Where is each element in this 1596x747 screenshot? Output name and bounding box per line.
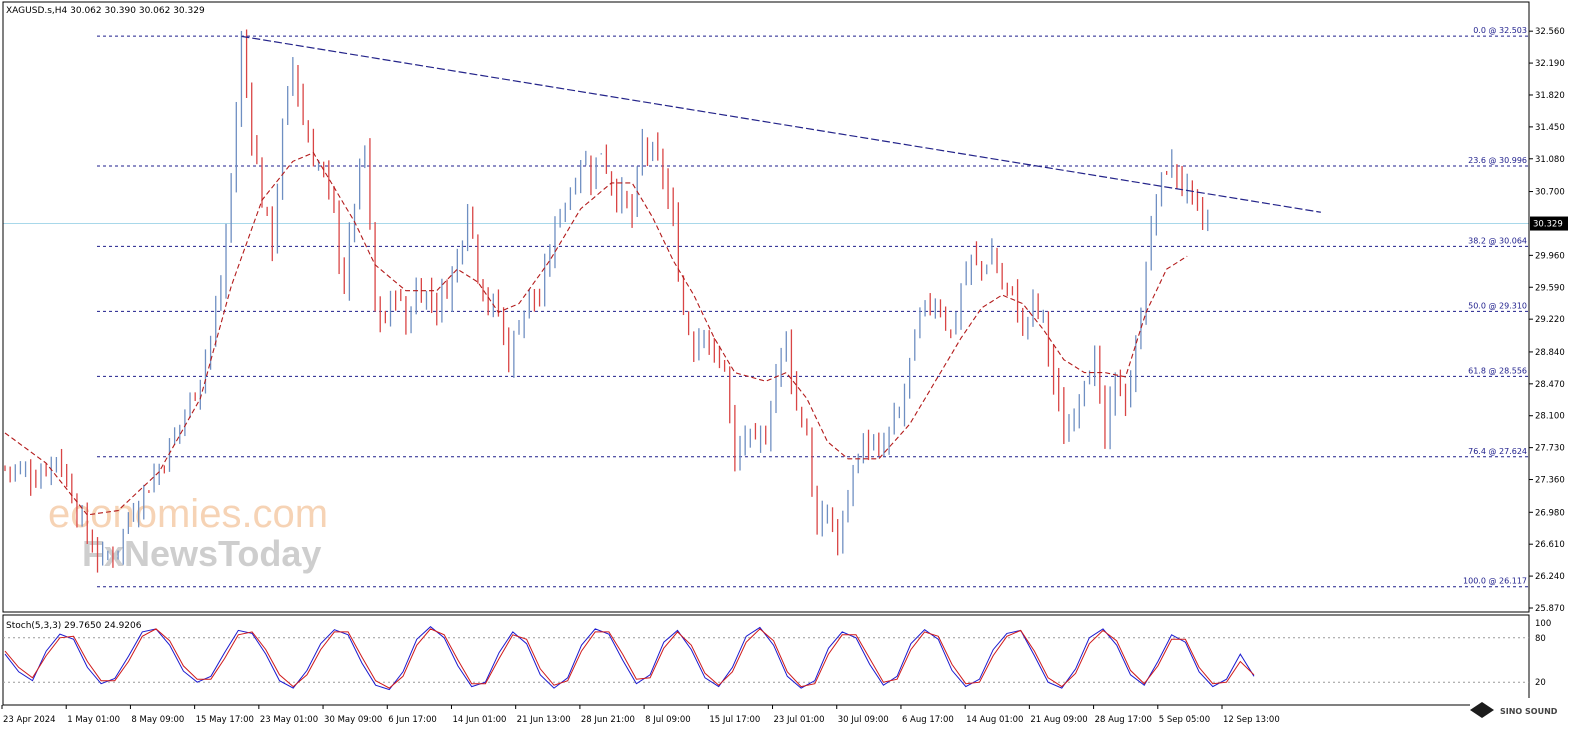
trendline-line <box>241 35 1321 213</box>
stoch-pane-frame <box>2 614 1530 706</box>
time-tick-label: 28 Jun 21:00 <box>581 715 635 725</box>
watermark: economies.com FxNewsToday <box>48 492 328 574</box>
current-price-box <box>1530 216 1568 231</box>
time-tick-label: 28 Aug 17:00 <box>1095 715 1152 725</box>
price-tick-label: 26.240 <box>1535 572 1565 582</box>
watermark-line2: FxNewsToday <box>82 533 321 574</box>
time-tick-label: 14 Aug 01:00 <box>966 715 1023 725</box>
price-tick-label: 31.450 <box>1535 123 1565 133</box>
time-tick-label: 1 May 01:00 <box>67 715 120 725</box>
trendline[interactable] <box>241 35 1321 213</box>
pane-frames <box>2 1 1530 706</box>
stochastic-pane: 100 80 20 <box>3 619 1551 691</box>
fib-level-label: 23.6 @ 30.996 <box>1468 156 1527 165</box>
price-tick-label: 32.190 <box>1535 59 1565 69</box>
time-tick-label: 8 May 09:00 <box>131 715 184 725</box>
time-tick-label: 23 Apr 2024 <box>3 715 56 725</box>
stoch-tick-label: 80 <box>1535 634 1546 644</box>
brand-badge: SINO SOUND <box>1470 698 1562 722</box>
price-tick-label: 31.820 <box>1535 91 1565 101</box>
time-tick-label: 15 Jul 17:00 <box>709 715 760 725</box>
price-tick-label: 32.560 <box>1535 27 1565 37</box>
stoch-header: Stoch(5,3,3) 29.7650 24.9206 <box>6 621 142 631</box>
fib-level-label: 76.4 @ 27.624 <box>1468 447 1527 456</box>
time-tick-label: 21 Jun 13:00 <box>517 715 571 725</box>
price-tick-label: 27.730 <box>1535 444 1565 454</box>
price-tick-label: 25.870 <box>1535 604 1565 614</box>
fib-level-label: 50.0 @ 29.310 <box>1468 301 1527 310</box>
price-axis: 32.560 32.190 31.820 31.450 31.080 30.700 30.3… <box>1529 27 1568 614</box>
brand-logo-icon <box>1470 702 1494 718</box>
fib-level-label: 0.0 @ 32.503 <box>1473 26 1527 35</box>
price-tick-label: 26.980 <box>1535 508 1565 518</box>
price-tick-label: 28.100 <box>1535 412 1565 422</box>
time-tick-label: 23 Jul 01:00 <box>774 715 825 725</box>
time-axis: 23 Apr 2024 1 May 01:00 8 May 09:00 15 May … <box>1 705 1280 725</box>
moving-average <box>4 152 1188 516</box>
time-tick-label: 8 Jul 09:00 <box>645 715 691 725</box>
stoch-signal-line <box>4 628 1255 689</box>
time-tick-label: 5 Sep 05:00 <box>1159 715 1210 725</box>
fib-level-label: 61.8 @ 28.556 <box>1468 366 1527 375</box>
price-tick-label: 30.700 <box>1535 188 1565 198</box>
time-tick-label: 12 Sep 13:00 <box>1223 715 1280 725</box>
fib-level-label: 100.0 @ 26.117 <box>1463 577 1527 586</box>
time-tick-label: 23 May 01:00 <box>260 715 318 725</box>
stoch-tick-label: 20 <box>1535 678 1546 688</box>
current-price-label: 30.329 <box>1533 220 1563 230</box>
price-tick-label: 29.220 <box>1535 315 1565 325</box>
watermark-line1: economies.com <box>48 492 328 536</box>
time-tick-label: 14 Jun 01:00 <box>452 715 506 725</box>
price-tick-label: 29.960 <box>1535 251 1565 261</box>
time-tick-label: 6 Aug 17:00 <box>902 715 954 725</box>
brand-badge-text: SINO SOUND <box>1500 707 1558 716</box>
price-tick-label: 28.470 <box>1535 380 1565 390</box>
time-tick-label: 30 Jul 09:00 <box>838 715 889 725</box>
stoch-main-line <box>4 626 1255 691</box>
main-pane-frame <box>2 1 1530 613</box>
fib-level-label: 38.2 @ 30.064 <box>1468 236 1527 245</box>
candles <box>4 29 1209 573</box>
fibonacci-levels: 0.0 @ 32.503 23.6 @ 30.996 38.2 @ 30.064 50… <box>97 26 1529 588</box>
moving-average-line <box>4 152 1188 516</box>
symbol-header: XAGUSD.s,H4 30.062 30.390 30.062 30.329 <box>6 6 205 16</box>
time-tick-label: 21 Aug 09:00 <box>1030 715 1087 725</box>
price-tick-label: 27.360 <box>1535 476 1565 486</box>
time-tick-label: 15 May 17:00 <box>196 715 254 725</box>
price-tick-label: 26.610 <box>1535 540 1565 550</box>
time-tick-label: 30 May 09:00 <box>324 715 382 725</box>
stoch-tick-label: 100 <box>1535 619 1551 629</box>
price-tick-label: 28.840 <box>1535 348 1565 358</box>
price-tick-label: 31.080 <box>1535 155 1565 165</box>
time-tick-label: 6 Jun 17:00 <box>388 715 437 725</box>
price-tick-label: 29.590 <box>1535 283 1565 293</box>
